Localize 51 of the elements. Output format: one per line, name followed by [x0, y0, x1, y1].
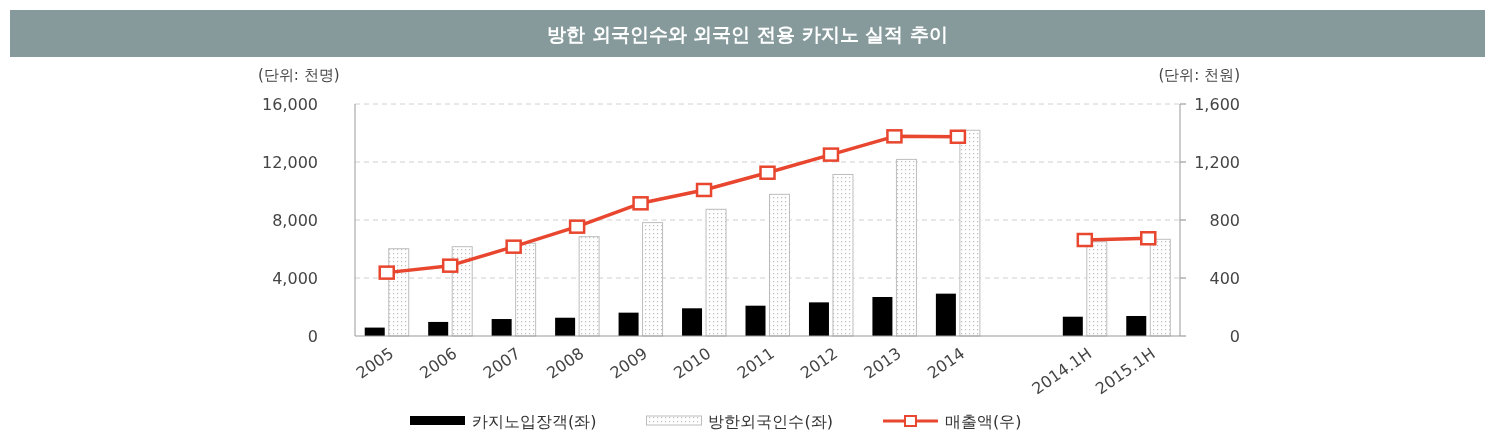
bar [491, 319, 512, 336]
chart-title: 방한 외국인수와 외국인 전용 카지노 실적 추이 [547, 23, 948, 45]
legend-label: 카지노입장객(좌) [472, 412, 597, 431]
bar [515, 242, 537, 337]
point [695, 182, 713, 198]
bar [451, 246, 473, 337]
bar [1126, 315, 1147, 336]
y-tick-label: 12,000 [262, 153, 318, 172]
point [378, 265, 395, 280]
y2-axis-title: (단위: 천원) [1158, 66, 1240, 84]
y2-tick-label: 0 [1229, 327, 1240, 346]
point [759, 165, 776, 180]
legend-label: 매출액(우) [944, 412, 1022, 431]
bar [428, 321, 449, 336]
y2-tick-label: 400 [1209, 269, 1240, 288]
point [949, 129, 967, 145]
y-tick-label: 8,000 [272, 211, 318, 230]
point [568, 219, 586, 234]
y2-tick-label: 1,200 [1194, 153, 1240, 172]
bar [555, 317, 576, 336]
point [886, 129, 903, 144]
bar [745, 305, 766, 336]
point [441, 258, 459, 273]
bar [1062, 316, 1083, 336]
bar [959, 129, 981, 337]
bar [705, 208, 727, 337]
point [505, 239, 522, 254]
point [1140, 231, 1157, 246]
legend-label: 방한외국인수(좌) [708, 412, 833, 431]
bar [935, 293, 956, 336]
bar [1086, 241, 1108, 337]
bar [618, 312, 639, 336]
bar [388, 248, 410, 337]
bar [1149, 238, 1171, 337]
y-tick-label: 16,000 [262, 95, 318, 114]
bar [682, 308, 703, 336]
bar [832, 173, 854, 337]
y2-tick-label: 1,600 [1194, 95, 1240, 114]
bar [769, 193, 790, 337]
bar [808, 302, 829, 336]
point [1076, 232, 1094, 248]
bar [578, 236, 600, 337]
bar [895, 158, 917, 337]
y2-tick-label: 800 [1209, 211, 1240, 230]
y-axis-title: (단위: 천명) [258, 66, 340, 84]
y-tick-label: 4,000 [272, 269, 318, 288]
point [822, 147, 840, 162]
bar [642, 222, 664, 337]
bar [872, 297, 893, 336]
y-tick-label: 0 [307, 327, 318, 346]
point [632, 196, 649, 211]
